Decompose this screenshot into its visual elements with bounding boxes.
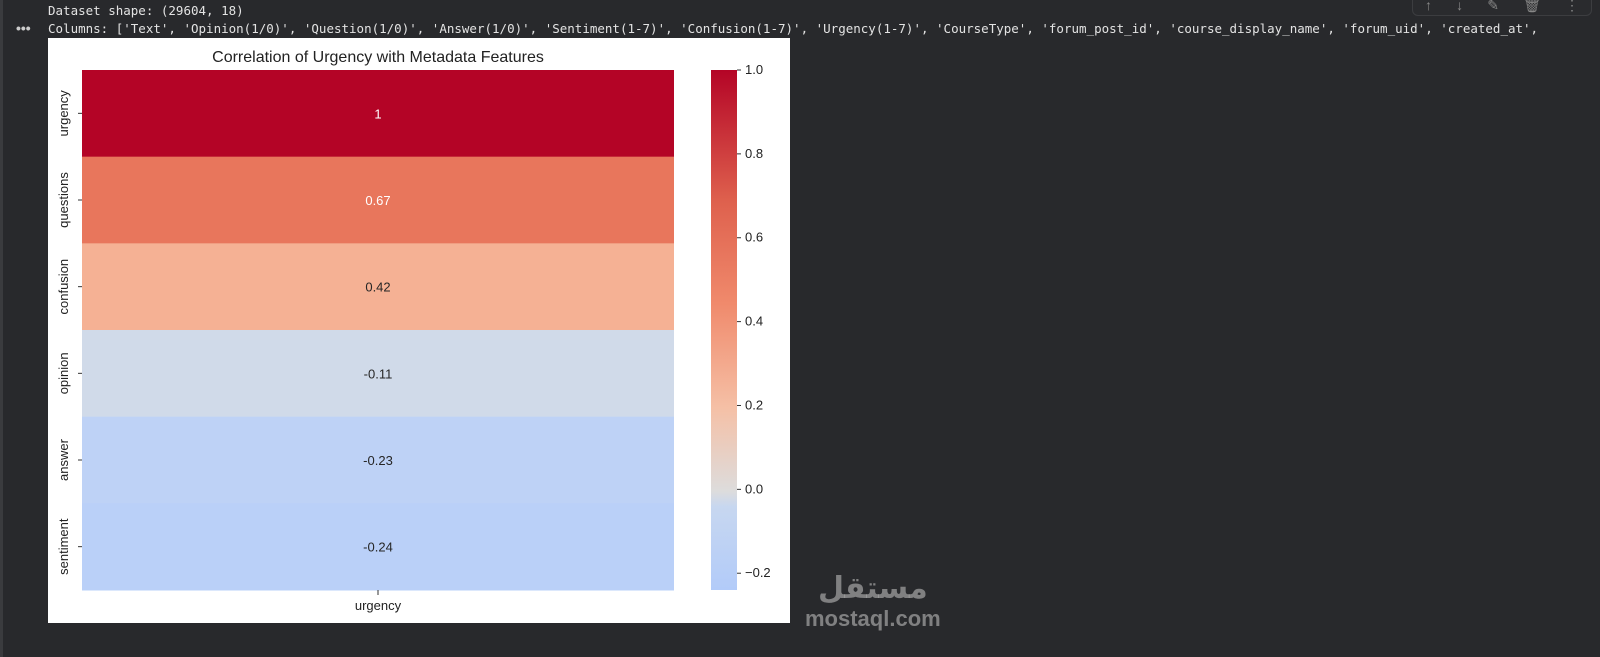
y-tick-label-urgency: urgency xyxy=(56,90,71,137)
colorbar-tick-label: 0.0 xyxy=(745,481,763,496)
watermark-arabic: مستقل xyxy=(817,571,928,606)
y-tick-label-questions: questions xyxy=(56,172,71,228)
figure: Correlation of Urgency with Metadata Fea… xyxy=(48,38,790,623)
colorbar-tick-label: −0.2 xyxy=(745,565,771,580)
colorbar xyxy=(711,70,737,590)
y-tick-label-opinion: opinion xyxy=(56,352,71,394)
cell-label-opinion: -0.11 xyxy=(364,366,393,381)
heatmap-cell-answer xyxy=(82,416,674,504)
watermark-logo: مستقل mostaql.com xyxy=(805,572,941,632)
heatmap-cell-confusion xyxy=(82,243,674,331)
heatmap-cell-urgency xyxy=(82,70,674,158)
heatmap-cell-sentiment xyxy=(82,503,674,591)
cell-label-confusion: 0.42 xyxy=(365,280,390,295)
colorbar-tick-label: 0.8 xyxy=(745,146,763,161)
y-tick-label-sentiment: sentiment xyxy=(56,518,71,575)
delete-icon[interactable]: 🗑 xyxy=(1523,0,1541,13)
colorbar-tick-label: 0.6 xyxy=(745,230,763,245)
output-line-shape: Dataset shape: (29604, 18) xyxy=(48,3,244,18)
cell-label-answer: -0.23 xyxy=(363,453,393,468)
colorbar-tick-label: 0.2 xyxy=(745,397,763,412)
more-icon[interactable]: ⋮ xyxy=(1564,0,1579,13)
edit-icon[interactable]: ✎ xyxy=(1487,0,1499,13)
x-tick-label: urgency xyxy=(355,598,402,613)
heatmap-cell-opinion xyxy=(82,330,674,418)
arrow-down-icon[interactable]: ↓ xyxy=(1456,0,1464,13)
cell-label-urgency: 1 xyxy=(374,106,381,121)
output-line-columns: Columns: ['Text', 'Opinion(1/0)', 'Quest… xyxy=(48,21,1539,36)
cell-toolbar: ↑ ↓ ✎ 🗑 ⋮ xyxy=(1412,0,1592,16)
watermark-latin: mostaql.com xyxy=(805,606,941,631)
heatmap-chart: Correlation of Urgency with Metadata Fea… xyxy=(56,49,771,613)
output-menu-icon[interactable]: ••• xyxy=(16,20,31,36)
chart-title: Correlation of Urgency with Metadata Fea… xyxy=(212,49,544,66)
arrow-up-icon[interactable]: ↑ xyxy=(1425,0,1433,13)
cell-label-questions: 0.67 xyxy=(365,193,390,208)
cell-label-sentiment: -0.24 xyxy=(363,540,393,555)
y-tick-label-answer: answer xyxy=(56,438,71,481)
colorbar-tick-label: 0.4 xyxy=(745,314,763,329)
heatmap-cell-questions xyxy=(82,156,674,244)
y-tick-label-confusion: confusion xyxy=(56,259,71,315)
colorbar-tick-label: 1.0 xyxy=(745,62,763,77)
cell-gutter xyxy=(0,0,3,657)
